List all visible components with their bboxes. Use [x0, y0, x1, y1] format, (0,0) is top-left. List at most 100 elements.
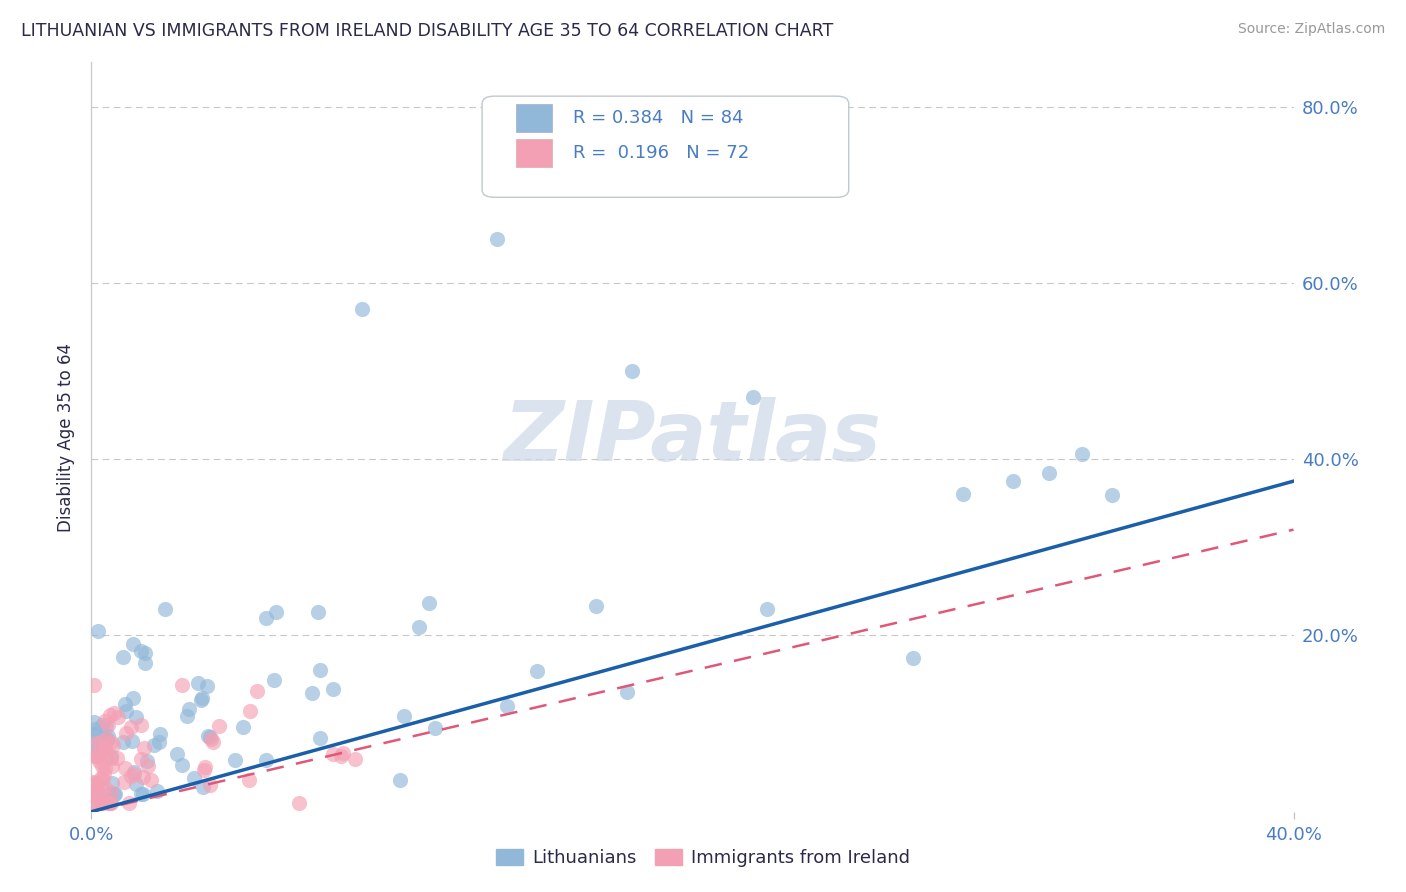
Point: [332, 746, 354, 760]
Point: [141, 772, 163, 787]
Point: [124, 710, 146, 724]
Point: [120, 720, 142, 734]
Point: [195, 679, 218, 693]
Point: [202, 734, 225, 748]
Point: [166, 747, 188, 762]
Point: [129, 718, 152, 732]
Point: [901, 650, 924, 665]
Point: [172, 678, 194, 692]
Point: [301, 686, 323, 700]
Point: [153, 602, 176, 616]
Point: [90, 718, 112, 732]
Point: [307, 605, 329, 619]
Point: [82, 774, 104, 789]
Point: [86, 750, 108, 764]
Point: [114, 761, 136, 775]
Point: [105, 751, 128, 765]
Y-axis label: Disability Age 35 to 64: Disability Age 35 to 64: [58, 343, 76, 532]
Point: [232, 720, 254, 734]
Point: [266, 605, 288, 619]
Point: [200, 730, 222, 744]
Point: [87, 747, 110, 761]
Point: [103, 706, 125, 721]
Point: [100, 748, 122, 763]
Point: [187, 675, 209, 690]
Point: [114, 726, 136, 740]
Point: [309, 731, 332, 745]
Point: [194, 760, 217, 774]
Point: [193, 780, 215, 794]
Point: [125, 777, 148, 791]
Point: [616, 685, 638, 699]
Point: [621, 364, 644, 378]
Point: [1101, 488, 1123, 502]
Point: [129, 752, 152, 766]
Point: [322, 682, 344, 697]
Point: [741, 391, 763, 405]
Point: [177, 702, 200, 716]
Point: [87, 755, 110, 769]
Point: [104, 787, 127, 801]
Point: [343, 752, 366, 766]
Point: [103, 787, 125, 801]
Point: [190, 693, 212, 707]
Point: [96, 732, 118, 747]
Point: [114, 697, 136, 711]
Point: [112, 774, 135, 789]
Point: [80, 788, 103, 802]
Point: [83, 795, 105, 809]
Point: [1001, 474, 1024, 488]
Point: [134, 646, 156, 660]
Point: [308, 664, 330, 678]
Point: [89, 787, 111, 801]
Text: R =  0.196   N = 72: R = 0.196 N = 72: [574, 145, 749, 162]
Point: [93, 742, 115, 756]
Point: [193, 763, 215, 777]
Point: [100, 751, 122, 765]
Point: [121, 691, 143, 706]
Point: [350, 302, 373, 317]
Point: [111, 735, 134, 749]
Point: [142, 738, 165, 752]
FancyBboxPatch shape: [482, 96, 849, 197]
Point: [83, 722, 105, 736]
Point: [100, 759, 122, 773]
Point: [134, 657, 156, 671]
Point: [98, 707, 121, 722]
FancyBboxPatch shape: [516, 103, 551, 132]
Point: [96, 718, 118, 732]
Point: [191, 691, 214, 706]
Point: [83, 748, 105, 763]
Point: [122, 765, 145, 780]
Point: [94, 761, 117, 775]
Point: [83, 715, 105, 730]
Point: [200, 732, 222, 747]
Point: [94, 780, 117, 795]
Point: [208, 719, 231, 733]
Point: [952, 487, 974, 501]
Point: [322, 747, 344, 762]
Point: [224, 753, 246, 767]
Point: [86, 780, 108, 795]
Point: [149, 727, 172, 741]
Point: [86, 776, 108, 790]
Point: [263, 673, 285, 688]
Point: [132, 787, 155, 801]
Point: [100, 735, 122, 749]
Point: [121, 734, 143, 748]
Point: [103, 738, 125, 752]
Point: [423, 721, 446, 735]
Point: [87, 624, 110, 638]
Point: [111, 649, 134, 664]
Point: [83, 728, 105, 742]
FancyBboxPatch shape: [516, 139, 551, 168]
Point: [120, 769, 142, 783]
Point: [97, 729, 120, 743]
Text: ZIPatlas: ZIPatlas: [503, 397, 882, 477]
Text: LITHUANIAN VS IMMIGRANTS FROM IRELAND DISABILITY AGE 35 TO 64 CORRELATION CHART: LITHUANIAN VS IMMIGRANTS FROM IRELAND DI…: [21, 22, 834, 40]
Point: [496, 698, 519, 713]
Point: [98, 796, 121, 810]
Point: [176, 709, 198, 723]
Point: [585, 599, 607, 613]
Point: [97, 718, 120, 732]
